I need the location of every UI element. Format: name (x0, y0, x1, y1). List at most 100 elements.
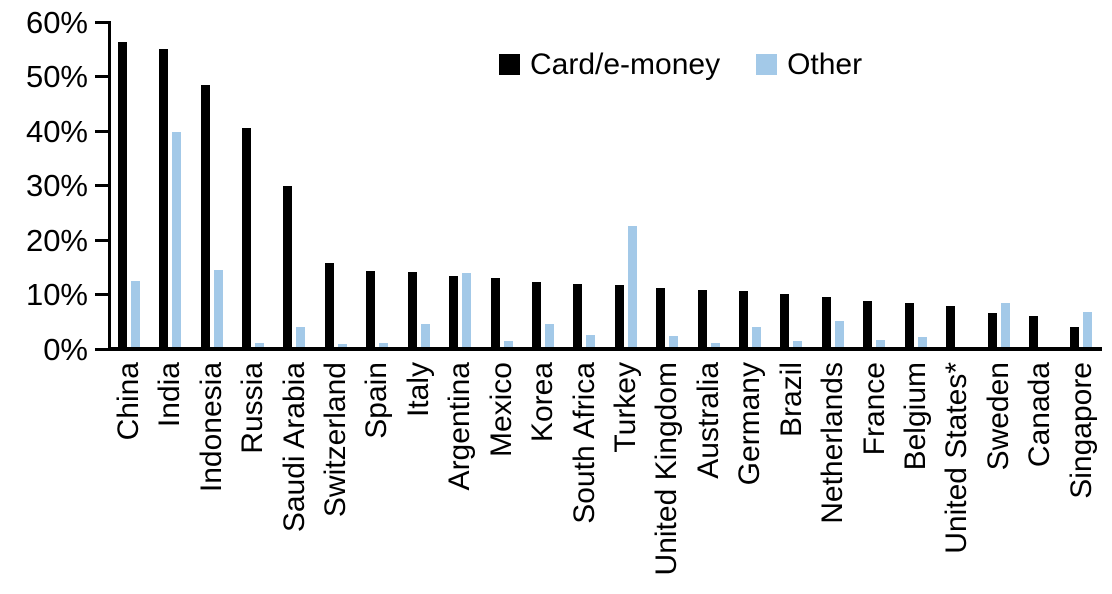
bar-other-indonesia (213, 270, 223, 349)
legend-label-other: Other (787, 48, 863, 81)
x-label-turkey: Turkey (609, 362, 643, 453)
bar-group-germany (729, 291, 770, 349)
bar-card-e-money-saudi-arabia (283, 186, 293, 349)
bar-group-belgium (895, 303, 936, 349)
x-cell-germany: Germany (729, 362, 770, 485)
bar-card-e-money-indonesia (200, 85, 210, 349)
bar-group-mexico (481, 278, 522, 349)
x-label-switzerland: Switzerland (319, 362, 353, 518)
bar-card-e-money-sweden (987, 313, 997, 349)
x-cell-france: France (854, 362, 895, 455)
x-cell-singapore: Singapore (1061, 362, 1102, 499)
x-label-germany: Germany (733, 362, 767, 486)
y-tick-0 (95, 348, 111, 351)
x-cell-italy: Italy (398, 362, 439, 417)
bar-group-sweden (978, 303, 1019, 349)
bar-other-netherlands (834, 321, 844, 349)
y-tick-60 (95, 21, 111, 24)
legend-label-card-e-money: Card/e-money (530, 48, 721, 81)
x-label-italy: Italy (401, 362, 435, 418)
bar-other-korea (544, 324, 554, 349)
bar-group-france (854, 301, 895, 349)
bar-other-singapore (1083, 312, 1093, 349)
bar-other-france (876, 340, 886, 349)
bar-card-e-money-united-kingdom (656, 288, 666, 349)
x-cell-argentina: Argentina (439, 362, 480, 490)
x-cell-turkey: Turkey (605, 362, 646, 453)
bar-card-e-money-france (863, 301, 873, 349)
bar-other-turkey (627, 226, 637, 349)
x-cell-belgium: Belgium (895, 362, 936, 470)
bar-card-e-money-canada (1028, 316, 1038, 349)
bar-group-canada (1019, 316, 1060, 349)
y-tick-50 (95, 75, 111, 78)
y-tick-label-10: 10% (25, 277, 88, 312)
bar-card-e-money-china (117, 42, 127, 349)
x-cell-spain: Spain (357, 362, 398, 439)
x-cell-australia: Australia (688, 362, 729, 479)
bar-group-saudi-arabia (274, 186, 315, 349)
y-tick-40 (95, 130, 111, 133)
x-label-brazil: Brazil (774, 362, 808, 438)
x-axis-line (108, 347, 1102, 351)
x-label-belgium: Belgium (898, 362, 932, 471)
y-tick-label-50: 50% (25, 59, 88, 94)
y-tick-30 (95, 184, 111, 187)
x-label-netherlands: Netherlands (816, 362, 850, 524)
x-cell-south-africa: South Africa (564, 362, 605, 524)
bar-card-e-money-argentina (449, 276, 459, 349)
bar-group-united-states (936, 306, 977, 349)
bar-group-spain (357, 271, 398, 349)
x-cell-switzerland: Switzerland (315, 362, 356, 517)
bar-other-italy (420, 324, 430, 349)
bar-group-south-africa (564, 284, 605, 349)
bar-group-united-kingdom (646, 288, 687, 349)
legend-swatch-other (756, 54, 778, 75)
bar-group-australia (688, 290, 729, 349)
bar-other-germany (752, 327, 762, 349)
bar-other-south-africa (586, 335, 596, 349)
bar-card-e-money-australia (697, 290, 707, 349)
x-cell-mexico: Mexico (481, 362, 522, 457)
bar-card-e-money-singapore (1070, 327, 1080, 349)
bar-other-russia (254, 343, 264, 349)
x-label-united-states: United States* (940, 362, 974, 554)
bar-other-belgium (917, 337, 927, 349)
bar-group-netherlands (812, 297, 853, 349)
bar-other-australia (710, 343, 720, 349)
bar-card-e-money-russia (241, 128, 251, 349)
x-axis-labels: China India Indonesia Russia Saudi Arabia Swi… (108, 362, 1102, 575)
bar-group-singapore (1061, 312, 1102, 349)
x-label-sweden: Sweden (981, 362, 1015, 471)
x-label-india: India (153, 362, 187, 428)
x-label-canada: Canada (1023, 362, 1057, 468)
y-tick-20 (95, 239, 111, 242)
bar-card-e-money-netherlands (821, 297, 831, 349)
bar-other-spain (379, 343, 389, 349)
bar-group-indonesia (191, 85, 232, 349)
bar-other-argentina (462, 273, 472, 349)
x-label-south-africa: South Africa (567, 362, 601, 524)
x-cell-sweden: Sweden (978, 362, 1019, 470)
bar-card-e-money-turkey (614, 285, 624, 349)
x-label-france: France (857, 362, 891, 456)
bar-group-italy (398, 272, 439, 349)
bar-group-brazil (771, 294, 812, 349)
x-label-indonesia: Indonesia (194, 362, 228, 493)
bar-group-korea (522, 282, 563, 349)
bar-card-e-money-switzerland (324, 263, 334, 349)
x-label-singapore: Singapore (1064, 362, 1098, 499)
x-cell-saudi-arabia: Saudi Arabia (274, 362, 315, 532)
bar-group-china (108, 42, 149, 349)
x-cell-korea: Korea (522, 362, 563, 442)
bar-other-mexico (503, 341, 513, 349)
x-cell-india: India (149, 362, 190, 427)
bar-group-russia (232, 128, 273, 349)
plot-area (108, 23, 1102, 349)
bar-group-turkey (605, 226, 646, 349)
y-tick-label-40: 40% (25, 114, 88, 149)
y-tick-label-0: 0% (43, 332, 88, 367)
bar-card-e-money-united-states (946, 306, 956, 349)
y-tick-label-20: 20% (25, 223, 88, 258)
x-cell-indonesia: Indonesia (191, 362, 232, 492)
